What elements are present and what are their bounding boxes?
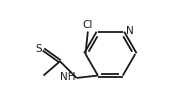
Text: Cl: Cl [83,20,93,30]
Text: S: S [35,44,42,54]
Text: NH: NH [60,72,75,82]
Text: N: N [126,26,134,36]
